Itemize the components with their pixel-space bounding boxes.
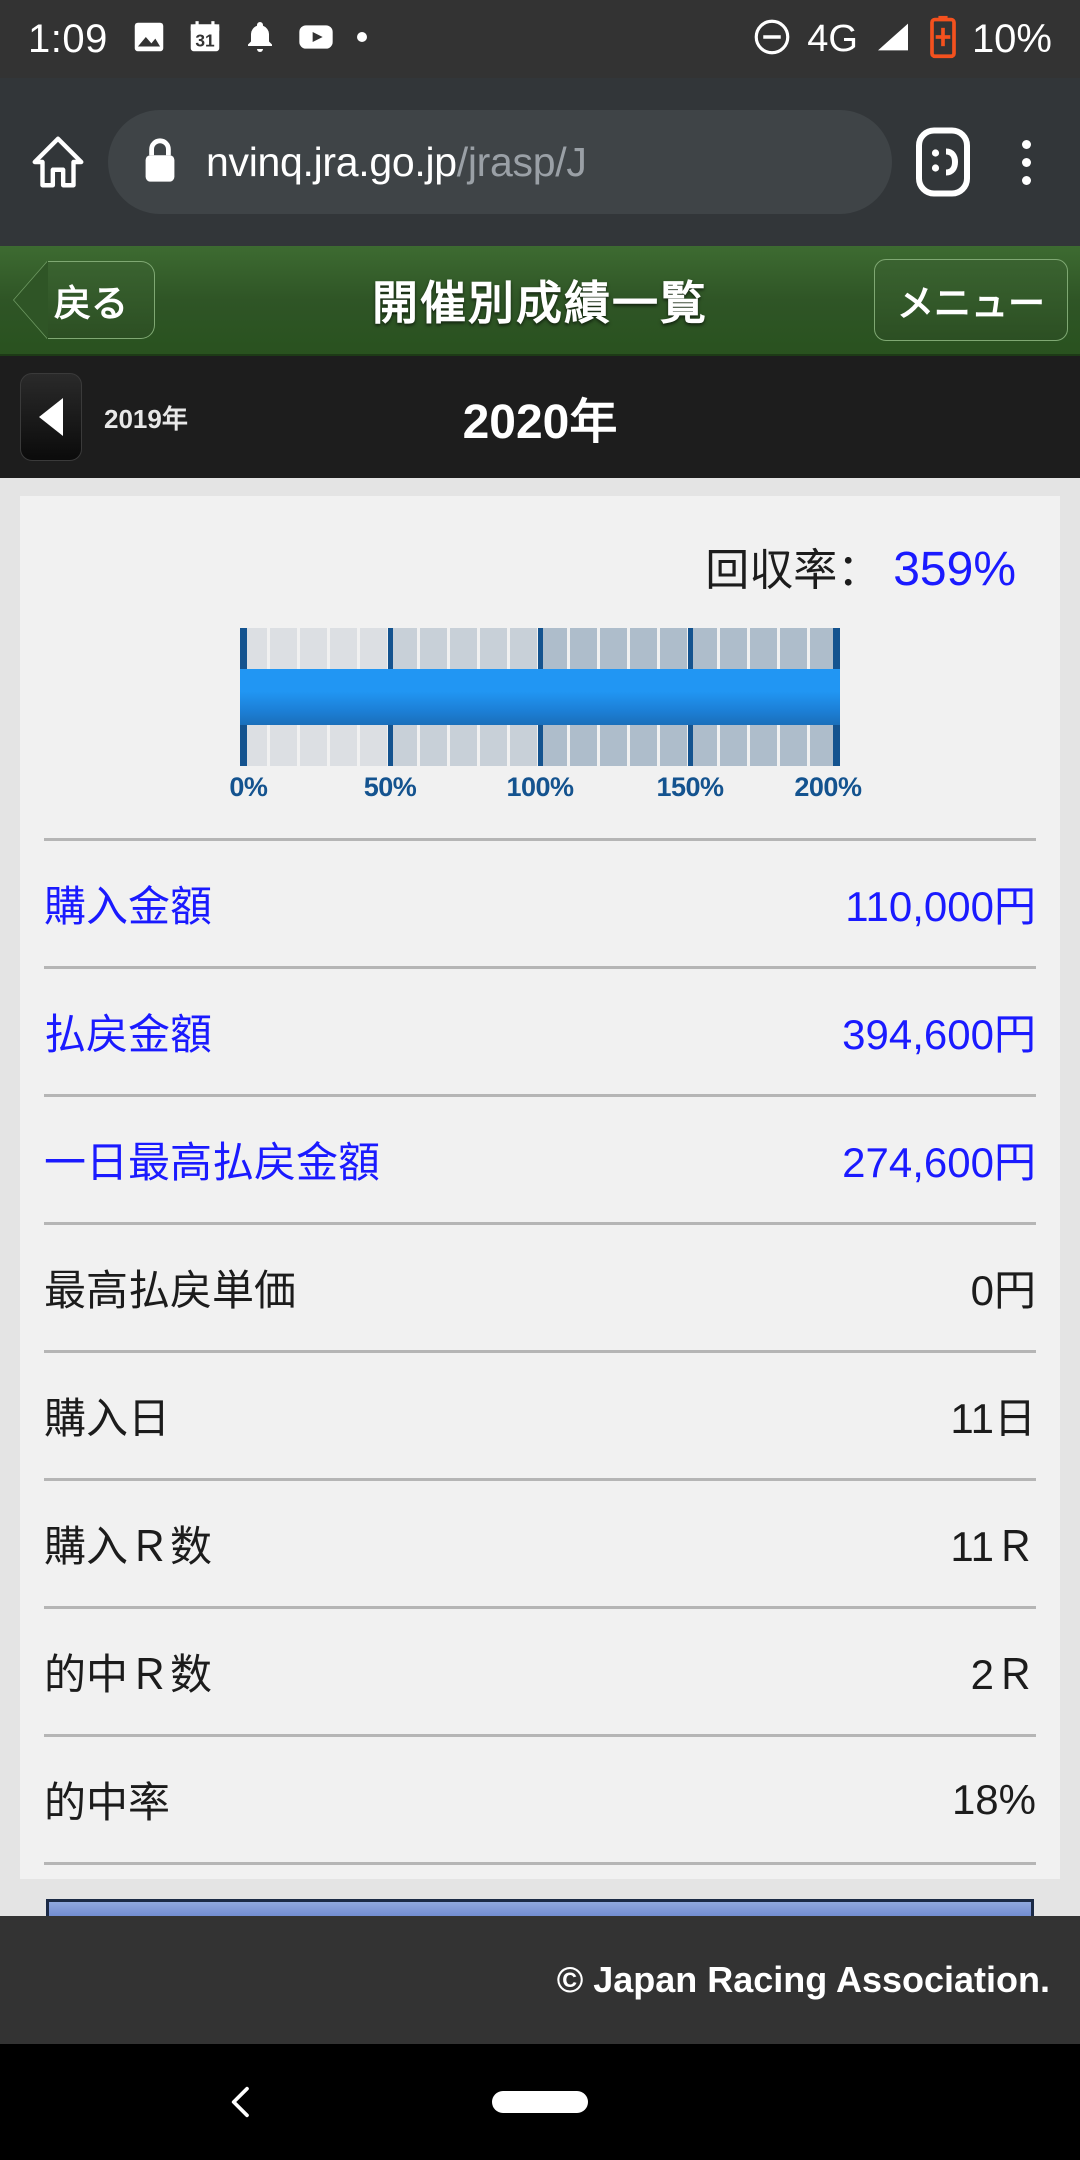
url-bar[interactable]: nvinq.jra.go.jp/jrasp/J xyxy=(108,110,892,214)
url-text: nvinq.jra.go.jp/jrasp/J xyxy=(206,139,587,186)
row-value: 394,600円 xyxy=(842,1011,1036,1058)
url-path: /jrasp/J xyxy=(456,138,587,185)
summary-card: 回収率： 359% 0% 50% 100% 150% 200% 購入金額 110,000円… xyxy=(20,496,1060,1879)
row-value: 0円 xyxy=(970,1267,1036,1314)
status-time: 1:09 xyxy=(28,16,108,61)
copyright-text: © Japan Racing Association. xyxy=(556,1959,1050,2000)
bell-icon xyxy=(242,19,278,60)
status-notification-icons: 31 xyxy=(130,17,370,62)
network-type-label: 4G xyxy=(807,17,858,60)
table-row: 的中率 18% xyxy=(44,1734,1036,1862)
kebab-dot xyxy=(1021,157,1031,167)
lock-icon xyxy=(140,136,180,189)
chevron-left-icon[interactable] xyxy=(222,2082,262,2122)
chart-value-bar xyxy=(240,669,840,725)
back-button-label: 戻る xyxy=(48,261,155,339)
dot-icon xyxy=(354,29,370,50)
page-content: 回収率： 359% 0% 50% 100% 150% 200% 購入金額 110,000円… xyxy=(0,478,1080,2025)
chart-x-axis: 0% 50% 100% 150% 200% xyxy=(229,772,862,810)
row-value: 11Ｒ xyxy=(950,1523,1036,1570)
year-navigation: 2019年 2020年 xyxy=(0,356,1080,478)
android-nav-bar xyxy=(0,2044,1080,2160)
row-value: 11日 xyxy=(950,1395,1036,1442)
prev-year-button[interactable] xyxy=(20,373,82,461)
left-triangle-icon xyxy=(39,398,63,436)
kebab-dot xyxy=(1021,175,1031,185)
table-row: 最高払戻単価 0円 xyxy=(44,1222,1036,1350)
status-bar: 1:09 31 4G xyxy=(0,0,1080,78)
row-label: 購入Ｒ数 xyxy=(44,1523,213,1570)
recovery-rate-value: 359% xyxy=(893,543,1016,596)
recovery-rate-row: 回収率： 359% xyxy=(20,496,1060,618)
chart-tick-label: 50% xyxy=(363,772,417,802)
row-label[interactable]: 一日最高払戻金額 xyxy=(44,1139,381,1186)
page-header: 戻る 開催別成績一覧 メニュー xyxy=(0,246,1080,356)
row-label[interactable]: 払戻金額 xyxy=(44,1011,213,1058)
back-arrow-icon xyxy=(14,261,48,339)
page-title: 開催別成績一覧 xyxy=(372,277,708,329)
back-button[interactable]: 戻る xyxy=(14,261,155,339)
row-value: 110,000円 xyxy=(845,883,1036,930)
chart-tick-label: 150% xyxy=(656,772,724,802)
recovery-rate-chart: 0% 50% 100% 150% 200% xyxy=(20,618,1060,810)
row-label[interactable]: 購入金額 xyxy=(44,883,213,930)
table-row: 購入Ｒ数 11Ｒ xyxy=(44,1478,1036,1606)
calendar-31-icon: 31 xyxy=(186,18,224,61)
signal-bars-icon xyxy=(872,17,914,62)
table-row[interactable]: 一日最高払戻金額 274,600円 xyxy=(44,1094,1036,1222)
chart-plot-area xyxy=(240,628,840,766)
row-value: 2Ｒ xyxy=(970,1651,1036,1698)
row-label: 最高払戻単価 xyxy=(44,1267,297,1314)
table-bottom-divider xyxy=(44,1862,1036,1865)
dino-face-icon[interactable] xyxy=(906,125,980,199)
prev-year-label[interactable]: 2019年 xyxy=(104,403,188,434)
menu-button[interactable]: メニュー xyxy=(874,259,1068,341)
kebab-menu-icon[interactable] xyxy=(994,125,1058,199)
row-value: 18% xyxy=(951,1775,1036,1823)
table-row[interactable]: 払戻金額 394,600円 xyxy=(44,966,1036,1094)
kebab-dot xyxy=(1021,139,1031,149)
svg-text:31: 31 xyxy=(195,30,215,50)
row-label: 購入日 xyxy=(44,1395,171,1442)
status-system-icons: 4G 10% xyxy=(751,15,1052,64)
table-row: 購入日 11日 xyxy=(44,1350,1036,1478)
battery-percent-label: 10% xyxy=(971,16,1052,61)
url-domain: nvinq.jra.go.jp xyxy=(206,138,457,185)
browser-toolbar: nvinq.jra.go.jp/jrasp/J xyxy=(0,78,1080,246)
page-footer: © Japan Racing Association. xyxy=(0,1916,1080,2044)
chart-tick-label: 200% xyxy=(794,772,862,802)
image-icon xyxy=(130,18,168,61)
row-value: 274,600円 xyxy=(842,1139,1036,1186)
stats-table: 購入金額 110,000円払戻金額 394,600円一日最高払戻金額 274,600円… xyxy=(44,838,1036,1865)
recovery-rate-label: 回収率： xyxy=(705,546,882,595)
youtube-icon xyxy=(296,17,336,62)
table-row[interactable]: 購入金額 110,000円 xyxy=(44,838,1036,966)
battery-charging-icon xyxy=(928,15,958,64)
home-icon[interactable] xyxy=(22,126,94,198)
table-row: 的中Ｒ数 2Ｒ xyxy=(44,1606,1036,1734)
do-not-disturb-icon xyxy=(751,16,793,63)
chart-tick-label: 100% xyxy=(506,772,574,802)
row-label: 的中率 xyxy=(44,1779,171,1826)
home-pill-icon[interactable] xyxy=(492,2091,588,2113)
chart-tick-label: 0% xyxy=(229,772,268,802)
row-label: 的中Ｒ数 xyxy=(44,1651,213,1698)
